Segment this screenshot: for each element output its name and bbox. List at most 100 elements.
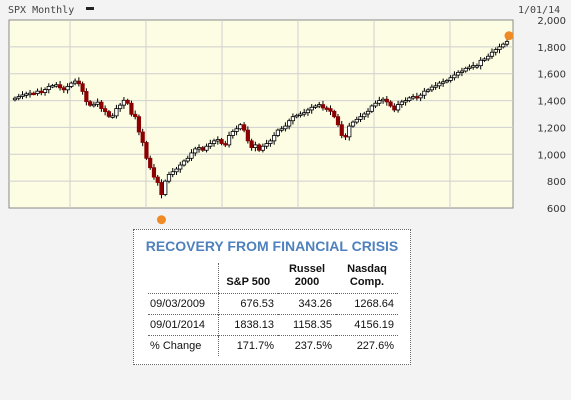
candle [76, 77, 81, 87]
candle [493, 47, 498, 56]
candle-body-up [444, 80, 450, 83]
candle-body-up [377, 100, 382, 104]
candle-body-down [328, 108, 333, 112]
candle-body-up [54, 84, 59, 87]
candle [395, 100, 401, 113]
y-tick-label: 1,600 [537, 70, 566, 81]
candle-body-up [350, 121, 356, 127]
candle-body-down [257, 144, 262, 151]
low-marker [156, 215, 166, 225]
table-header-row: S&P 500 Russel 2000 Nasdaq Comp. [148, 263, 398, 294]
candle [339, 120, 344, 139]
candle-body-down [133, 113, 138, 118]
header-sp500: S&P 500 [217, 263, 278, 294]
candle-body-down [76, 80, 81, 85]
candle-body-up [501, 43, 506, 48]
candle-body-up [403, 100, 408, 103]
spx-monthly-chart: SPX Monthly 1/01/14 2,000 1,800 1,600 1,400… [8, 5, 566, 225]
y-axis-ticks: 2,000 1,800 1,600 1,400 1,200 1,000 800 600 [537, 16, 566, 215]
candle-body-up [178, 164, 183, 170]
candle-body-up [411, 96, 416, 99]
candle [403, 97, 408, 106]
table-row: 09/01/2014 1838.13 1158.35 4156.19 [148, 314, 398, 336]
candle-body-down [144, 142, 149, 159]
candle [16, 93, 21, 101]
markers [156, 31, 514, 225]
candle-body-up [362, 113, 367, 118]
candle-body-up [208, 143, 213, 147]
candle [155, 174, 160, 186]
candle-body-up [287, 120, 292, 127]
candle-body-up [91, 103, 96, 107]
candle [275, 128, 281, 138]
candle-body-up [170, 171, 175, 175]
candle-body-up [441, 81, 446, 84]
candle-body-up [467, 66, 472, 69]
y-tick-label: 600 [547, 204, 566, 215]
candle-body-up [463, 67, 468, 72]
candle-body-down [61, 87, 66, 91]
candle [283, 122, 288, 132]
candle-body-down [88, 101, 93, 106]
cell-nasdaq: 1268.64 [336, 293, 398, 315]
candle [305, 107, 311, 116]
candle-body-up [373, 102, 378, 107]
candle-body-down [241, 124, 247, 131]
candle [504, 38, 510, 47]
candle [226, 131, 232, 148]
candle [399, 99, 404, 108]
candle [373, 100, 378, 109]
recovery-table-box: RECOVERY FROM FINANCIAL CRISIS S&P 500 R… [133, 229, 411, 365]
candle [501, 42, 506, 49]
candle [437, 80, 442, 90]
candle-body-up [27, 92, 33, 96]
candle-body-down [159, 182, 164, 195]
candle [478, 57, 483, 70]
candle-body-up [305, 109, 311, 114]
candle-body-up [358, 116, 363, 120]
candle-body-up [448, 77, 453, 81]
candle-body-up [16, 96, 21, 99]
candle-body-up [493, 49, 498, 53]
candle-body-up [110, 115, 115, 118]
candle-body-up [211, 140, 217, 144]
candle-body-up [407, 97, 412, 101]
candle-body-down [392, 105, 397, 111]
candle [65, 83, 70, 94]
candle [407, 96, 412, 103]
candle-body-up [309, 106, 314, 111]
candle [264, 139, 269, 149]
candle-body-down [140, 131, 145, 143]
candle-body-up [279, 128, 284, 131]
candle-body-down [223, 143, 228, 146]
candle-body-up [238, 124, 243, 130]
chart-title: SPX Monthly [8, 5, 74, 16]
candle-body-down [148, 157, 153, 169]
chart-menu-icon[interactable] [86, 7, 94, 10]
candle [497, 43, 502, 54]
candle-body-up [24, 93, 29, 96]
candle [290, 113, 296, 125]
candle-body-up [118, 104, 123, 110]
candle-body-up [456, 71, 461, 76]
candle [294, 113, 299, 119]
candle-body-down [84, 91, 89, 103]
candle-body-up [226, 135, 232, 146]
candle [426, 88, 431, 93]
candle [350, 120, 356, 128]
candle [114, 104, 119, 119]
candle-body-up [181, 160, 187, 166]
candle-body-down [99, 101, 104, 110]
candle-body-up [114, 108, 119, 117]
candle [272, 132, 277, 145]
candle [219, 137, 224, 146]
y-tick-label: 1,000 [537, 150, 566, 161]
candle-body-up [459, 70, 465, 73]
candle-body-up [35, 90, 40, 94]
candle [298, 111, 303, 118]
candle-body-up [196, 147, 202, 150]
candle-body-down [339, 124, 344, 136]
candle-body-up [72, 80, 78, 84]
candle [230, 129, 235, 139]
candle [463, 66, 468, 73]
